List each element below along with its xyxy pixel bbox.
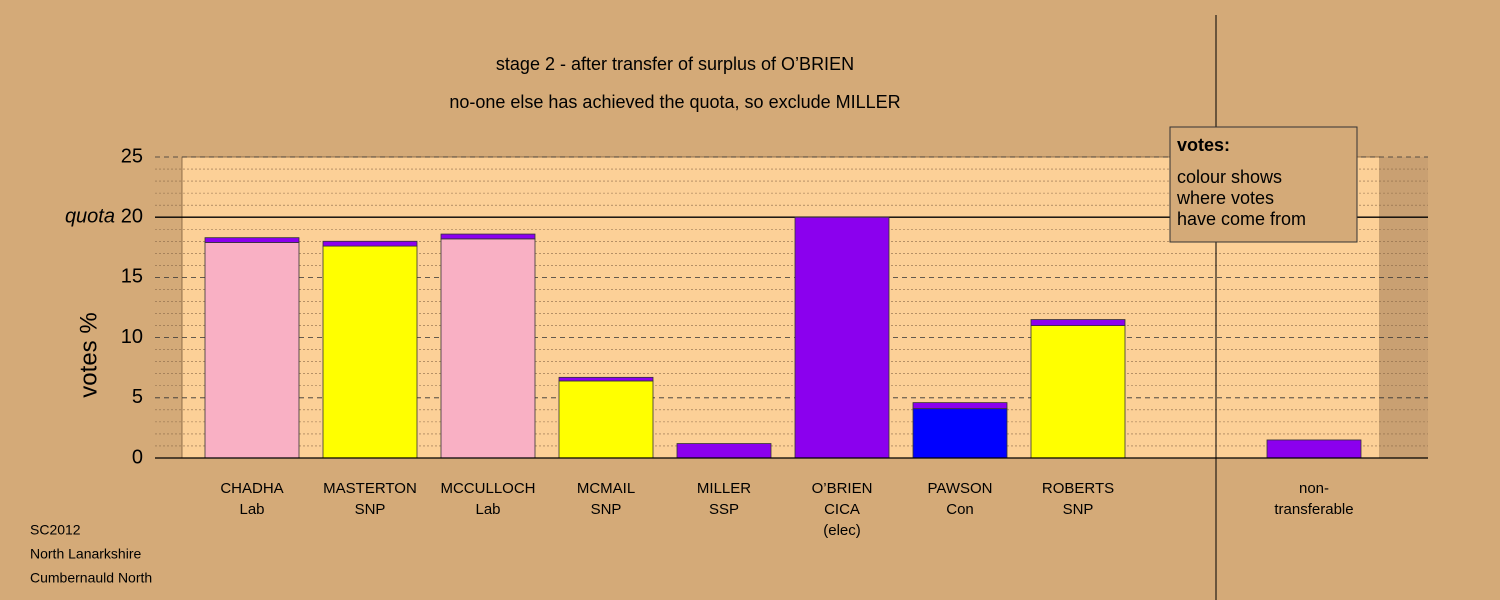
- footer-text: North Lanarkshire: [30, 546, 141, 562]
- bar-segment: [204, 242, 300, 459]
- x-tick-label: transferable: [1274, 501, 1353, 518]
- legend-text: where votes: [1176, 188, 1274, 208]
- bar-segment: [440, 238, 536, 459]
- chart-subtitle: no-one else has achieved the quota, so e…: [449, 92, 900, 112]
- x-tick-label: MCCULLOCH: [440, 480, 535, 497]
- y-tick-label: 20: [121, 205, 143, 227]
- x-tick-label: MCMAIL: [577, 480, 635, 497]
- bar-segment: [794, 216, 890, 459]
- bar-segment: [440, 233, 536, 240]
- x-tick-label: ROBERTS: [1042, 480, 1114, 497]
- x-tick-label: (elec): [823, 522, 861, 539]
- legend-title: votes:: [1177, 135, 1230, 155]
- bar-segment: [1266, 439, 1362, 459]
- x-tick-label: SNP: [591, 501, 622, 518]
- bar-segment: [1030, 325, 1126, 459]
- legend-text: colour shows: [1177, 167, 1282, 187]
- x-tick-label: SSP: [709, 501, 739, 518]
- bar-segment: [558, 376, 654, 382]
- bar-segment: [912, 402, 1008, 410]
- y-tick-label: 5: [132, 386, 143, 408]
- x-tick-label: MASTERTON: [323, 480, 417, 497]
- x-tick-label: non-: [1299, 480, 1329, 497]
- x-tick-label: Lab: [239, 501, 264, 518]
- bar-segment: [1030, 319, 1126, 326]
- x-tick-label: Lab: [475, 501, 500, 518]
- bar-segment: [322, 245, 418, 459]
- chart-title: stage 2 - after transfer of surplus of O…: [496, 54, 854, 74]
- legend-text: have come from: [1177, 209, 1306, 229]
- x-tick-label: CICA: [824, 501, 860, 518]
- x-tick-label: MILLER: [697, 480, 751, 497]
- quota-label: quota: [65, 205, 115, 227]
- x-tick-label: SNP: [355, 501, 386, 518]
- footer-text: SC2012: [30, 522, 81, 538]
- y-tick-label: 25: [121, 145, 143, 167]
- y-axis-label: votes %: [75, 312, 102, 397]
- y-tick-label: 0: [132, 446, 143, 468]
- bar-segment: [676, 443, 772, 459]
- bar-segment: [912, 408, 1008, 459]
- x-tick-label: CHADHA: [220, 480, 283, 497]
- x-tick-label: Con: [946, 501, 974, 518]
- plot-margin: [1380, 157, 1428, 458]
- bar-segment: [558, 380, 654, 459]
- y-tick-label: 10: [121, 326, 143, 348]
- x-tick-label: PAWSON: [927, 480, 992, 497]
- legend-box: [1169, 126, 1358, 243]
- x-tick-label: SNP: [1063, 501, 1094, 518]
- bar-segment: [322, 240, 418, 247]
- y-tick-label: 15: [121, 266, 143, 288]
- x-tick-label: O’BRIEN: [812, 480, 873, 497]
- bar-segment: [204, 237, 300, 243]
- footer-text: Cumbernauld North: [30, 570, 152, 586]
